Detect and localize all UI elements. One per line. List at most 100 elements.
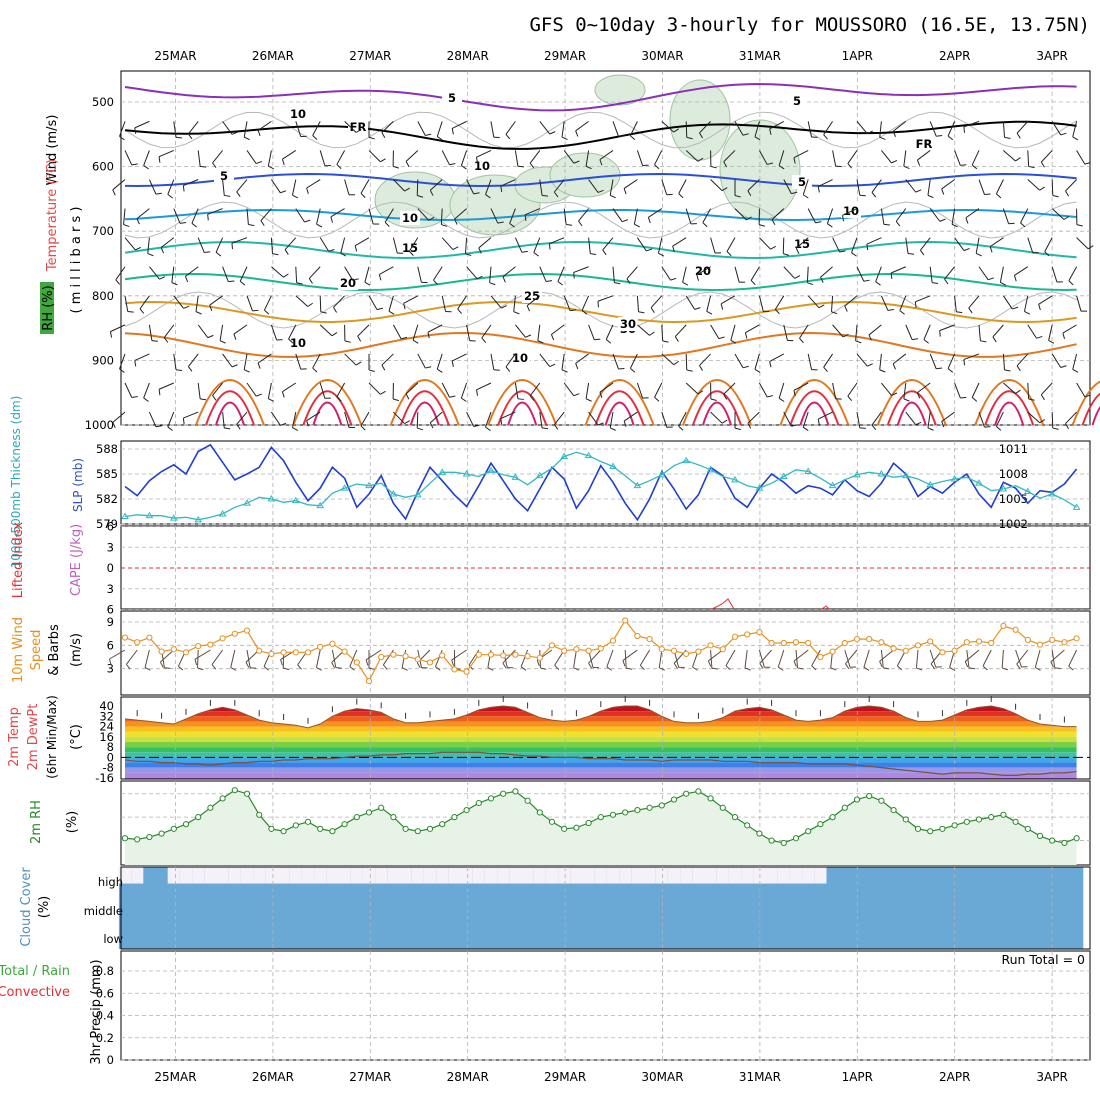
precip-tick-label: 0 (107, 1053, 114, 1067)
cloud-cell (789, 921, 803, 949)
label-wind10-unit: (m/s) (69, 633, 84, 667)
upper-wind-barb-flag (573, 160, 580, 164)
upper-wind-barb (917, 150, 931, 161)
upper-wind-barb-flag (529, 395, 535, 401)
cloud-gap (570, 867, 584, 884)
rh2m-marker (707, 795, 714, 802)
upper-wind-barb (826, 208, 834, 224)
cloud-cell (472, 893, 486, 921)
surface-wind-barb-flag (845, 663, 850, 669)
rh2m-marker (158, 830, 165, 837)
upper-wind-barb-flag (248, 224, 255, 227)
upper-wind-barb-flag (553, 424, 559, 430)
upper-wind-barb-flag (110, 331, 113, 338)
upper-wind-barb (368, 208, 374, 225)
surface-wind-barb (879, 649, 894, 662)
wind-tick-label: 6 (107, 638, 114, 652)
thickness-marker (218, 510, 227, 517)
upper-wind-barb (513, 295, 516, 312)
surface-wind-barb-flag (863, 666, 870, 671)
upper-wind-barb-flag (403, 303, 406, 310)
upper-wind-barb-flag (497, 221, 504, 224)
upper-wind-barb (1040, 382, 1053, 396)
surface-temp-contour (302, 390, 353, 426)
upper-wind-barb-flag (219, 340, 226, 344)
cloud-cell (582, 921, 596, 949)
surface-wind-barb-flag (777, 666, 784, 671)
upper-wind-barb-flag (721, 419, 728, 424)
cloud-level-middle: middle (84, 904, 123, 918)
top-date-label: 27MAR (349, 49, 391, 63)
temp-contour-25 (124, 300, 1077, 324)
upper-wind-barb-flag (1048, 340, 1055, 344)
wind-speed-marker (439, 652, 446, 659)
upper-wind-barb (417, 266, 422, 283)
upper-wind-barb-flag (626, 278, 631, 285)
upper-wind-barb-flag (710, 398, 717, 401)
rh2m-marker (329, 828, 336, 835)
surface-temp-contour (389, 379, 460, 426)
rh2m-marker (182, 821, 190, 828)
rh-contour (124, 291, 1077, 329)
cloud-gap (289, 867, 303, 884)
wind-speed-marker (195, 643, 202, 650)
surface-wind-barb (845, 649, 858, 665)
upper-wind-barb (629, 121, 638, 136)
upper-wind-barb-flag (500, 185, 503, 193)
upper-wind-barb (197, 237, 205, 253)
surface-wind-barb (639, 649, 651, 666)
cloud-cell (924, 893, 937, 921)
upper-wind-barb-flag (758, 224, 766, 227)
upper-wind-barb (880, 295, 889, 311)
cloud-cell (362, 921, 376, 949)
upper-wind-barb-flag (1072, 136, 1079, 141)
cloud-cell (497, 893, 510, 921)
upper-wind-barb-flag (381, 364, 386, 371)
upper-wind-barb-flag (268, 398, 274, 402)
label-temp2m-l2: 2m DewPt (26, 704, 41, 771)
upper-wind-barb (360, 179, 370, 194)
cloud-cell (606, 921, 620, 949)
cloud-cell (484, 921, 498, 949)
upper-wind-barb-flag (573, 393, 580, 397)
contour-label-bg (914, 137, 934, 151)
upper-wind-barb (124, 150, 133, 166)
upper-wind-barb-flag (478, 247, 482, 254)
run-total: Run Total = 0 (1001, 952, 1085, 967)
temp-contour-freezing (124, 120, 1077, 150)
upper-wind-barb (354, 237, 370, 247)
label-temp2m-l3: (6hr Min/Max) (45, 695, 59, 779)
cloud-cell (521, 921, 535, 949)
upper-wind-barb (529, 150, 541, 164)
upper-wind-barb-flag (646, 248, 653, 252)
rh2m-marker (902, 816, 909, 823)
rh2m-marker (341, 821, 348, 828)
thickness-marker (633, 481, 642, 489)
upper-wind-barb-flag (887, 308, 894, 311)
thickness-marker (511, 473, 520, 480)
upper-wind-barb (769, 120, 785, 130)
surface-wind-barb-flag (245, 662, 250, 668)
upper-wind-barb-flag (187, 366, 193, 372)
surface-wind-barb (1068, 649, 1078, 667)
surface-wind-barb (588, 649, 602, 664)
upper-wind-barb (585, 150, 590, 167)
upper-wind-barb (856, 121, 868, 134)
upper-wind-barb (384, 208, 394, 223)
upper-wind-barb (674, 324, 687, 337)
upper-wind-barb (672, 237, 687, 247)
cloud-cell (582, 893, 596, 921)
upper-wind-barb-flag (597, 301, 599, 308)
surface-wind-barb-flag (502, 662, 507, 669)
thickness-marker (682, 456, 691, 464)
upper-wind-barb-flag (630, 135, 636, 141)
upper-wind-barb (124, 382, 133, 398)
thickness-marker (535, 471, 544, 479)
upper-wind-barb (978, 266, 989, 281)
upper-wind-barb-flag (658, 252, 665, 257)
upper-wind-barb (754, 353, 760, 370)
upper-wind-barb (282, 382, 297, 393)
temp-tick-label: 24 (99, 720, 114, 734)
label-wind10-l2: Speed (29, 630, 44, 671)
upper-wind-barb-flag (119, 136, 125, 141)
